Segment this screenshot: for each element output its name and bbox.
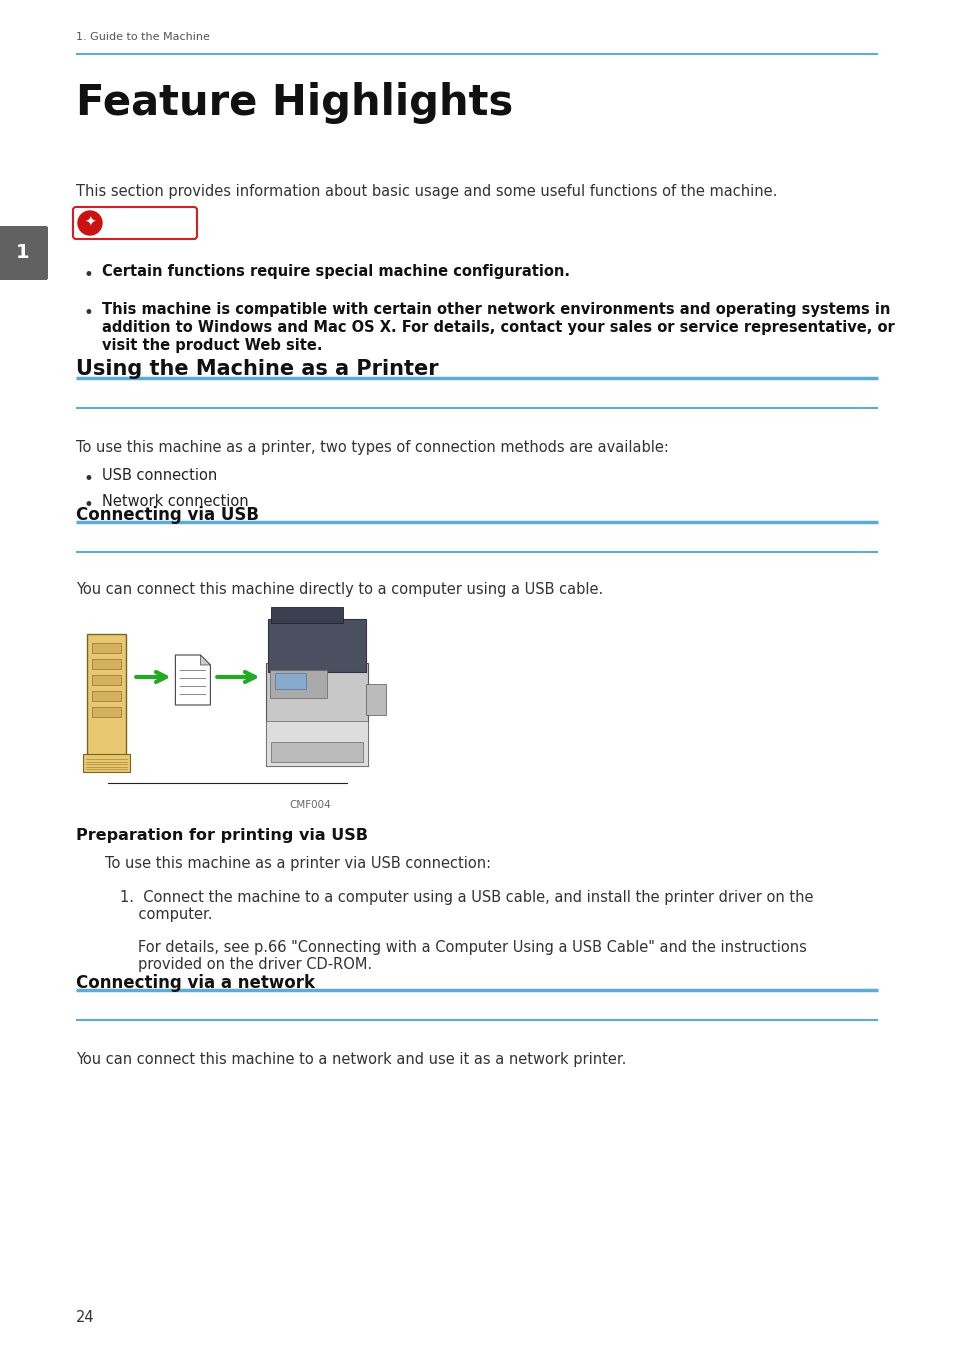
Text: 1: 1 [16,244,30,263]
Text: Using the Machine as a Printer: Using the Machine as a Printer [76,359,438,379]
Text: visit the product Web site.: visit the product Web site. [102,338,322,353]
FancyBboxPatch shape [87,634,126,756]
Text: Certain functions require special machine configuration.: Certain functions require special machin… [102,264,569,279]
Polygon shape [200,655,211,665]
Text: This section provides information about basic usage and some useful functions of: This section provides information about … [76,184,777,199]
Text: •: • [83,470,92,487]
Text: USB connection: USB connection [102,468,217,483]
Circle shape [78,211,102,236]
FancyBboxPatch shape [91,691,121,701]
Text: 24: 24 [76,1311,94,1326]
Text: 1.  Connect the machine to a computer using a USB cable, and install the printer: 1. Connect the machine to a computer usi… [120,890,813,904]
Text: ✦: ✦ [84,217,95,230]
Text: To use this machine as a printer via USB connection:: To use this machine as a printer via USB… [105,856,491,871]
Text: computer.: computer. [120,907,213,922]
FancyBboxPatch shape [73,207,196,240]
FancyBboxPatch shape [366,684,386,715]
Text: This machine is compatible with certain other network environments and operating: This machine is compatible with certain … [102,302,889,317]
Text: •: • [83,496,92,515]
FancyBboxPatch shape [83,754,131,772]
Text: Connecting via USB: Connecting via USB [76,506,258,524]
FancyBboxPatch shape [268,619,366,672]
Text: CMF004: CMF004 [289,800,331,810]
Text: For details, see p.66 "Connecting with a Computer Using a USB Cable" and the ins: For details, see p.66 "Connecting with a… [138,940,806,955]
Text: addition to Windows and Mac OS X. For details, contact your sales or service rep: addition to Windows and Mac OS X. For de… [102,320,894,334]
Text: You can connect this machine to a network and use it as a network printer.: You can connect this machine to a networ… [76,1052,626,1067]
FancyBboxPatch shape [91,643,121,653]
FancyBboxPatch shape [91,676,121,685]
Polygon shape [175,655,211,705]
FancyBboxPatch shape [274,673,306,689]
FancyBboxPatch shape [266,720,368,766]
Text: •: • [83,305,92,322]
Text: Feature Highlights: Feature Highlights [76,83,513,125]
FancyBboxPatch shape [91,659,121,669]
FancyBboxPatch shape [270,670,327,697]
Text: You can connect this machine directly to a computer using a USB cable.: You can connect this machine directly to… [76,582,602,597]
FancyBboxPatch shape [91,707,121,718]
FancyBboxPatch shape [271,742,363,762]
Text: Network connection: Network connection [102,494,249,509]
Text: To use this machine as a printer, two types of connection methods are available:: To use this machine as a printer, two ty… [76,440,668,455]
FancyBboxPatch shape [266,662,368,766]
Text: Important: Important [106,217,184,230]
FancyBboxPatch shape [0,226,48,280]
Text: provided on the driver CD-ROM.: provided on the driver CD-ROM. [138,957,372,972]
Text: Preparation for printing via USB: Preparation for printing via USB [76,829,368,844]
Text: •: • [83,265,92,284]
FancyBboxPatch shape [271,607,343,623]
Text: Connecting via a network: Connecting via a network [76,974,314,992]
Text: 1. Guide to the Machine: 1. Guide to the Machine [76,32,210,42]
